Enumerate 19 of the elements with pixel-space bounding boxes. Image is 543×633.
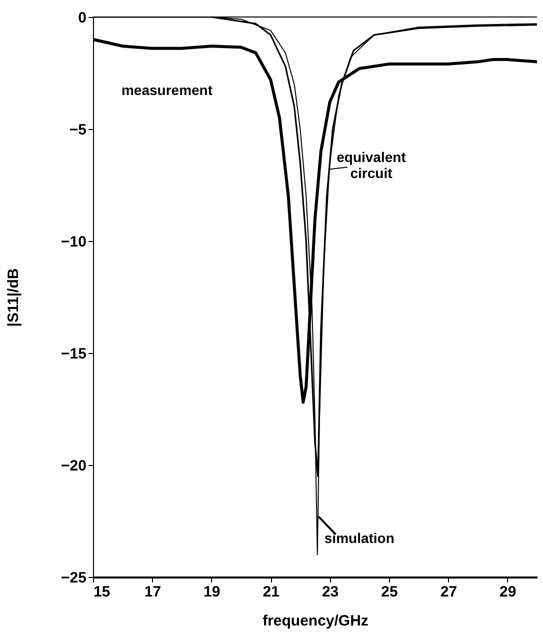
series-label: equivalent circuit — [336, 149, 406, 182]
x-tick-label: 29 — [500, 584, 516, 600]
legend-label: simulation — [324, 530, 394, 546]
x-tick-label: 21 — [262, 584, 280, 600]
y-tick-label: −15 — [61, 346, 86, 362]
y-tick-label: 0 — [78, 10, 86, 26]
text: measurement — [121, 82, 213, 98]
y-tick-label: −5 — [69, 122, 86, 138]
x-tick-label: 19 — [204, 584, 220, 600]
y-tick-label: −25 — [61, 570, 86, 586]
x-tick-label: 27 — [440, 584, 458, 600]
x-tick-label: 17 — [144, 584, 162, 600]
x-tick-label: 23 — [322, 584, 339, 600]
x-axis-title: frequency/GHz — [262, 612, 368, 630]
x-tick-label: 15 — [94, 584, 110, 600]
x-tick-label: 25 — [381, 584, 398, 600]
y-axis-title: |S11|/dB — [5, 268, 22, 327]
y-tick-label: −20 — [61, 458, 86, 474]
y-tick-label: −10 — [61, 234, 86, 250]
